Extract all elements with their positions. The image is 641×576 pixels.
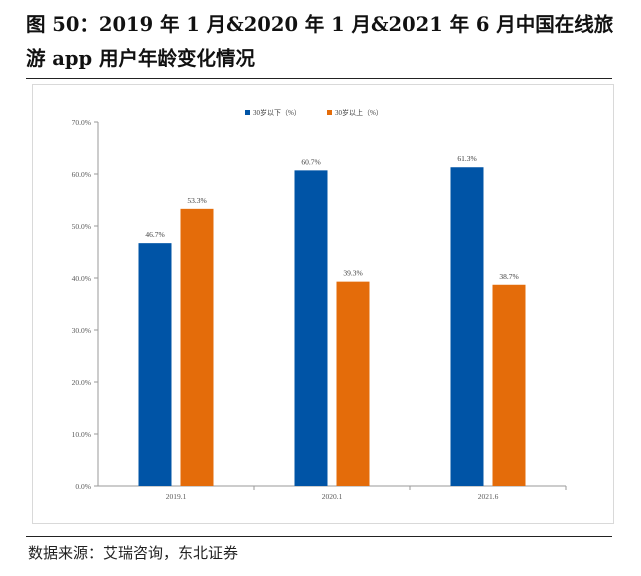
bar-chart: 0.0% 10.0% 20.0% 30.0% 40.0% 50.0% 60.0% 70.0% 2…: [72, 108, 567, 501]
x-tick-label: 2019.1: [166, 492, 187, 501]
data-label: 46.7%: [145, 230, 164, 239]
title-divider: [26, 78, 612, 79]
y-tick-label: 40.0%: [72, 274, 91, 283]
data-labels: 46.7% 53.3% 60.7% 39.3% 61.3% 38.7%: [145, 154, 518, 281]
source-note: 数据来源：艾瑞咨询，东北证券: [28, 544, 239, 562]
data-label: 60.7%: [301, 157, 320, 166]
data-label: 38.7%: [499, 272, 518, 281]
legend: 30岁以下（%） 30岁以上（%）: [245, 108, 383, 117]
chart-frame: [32, 84, 614, 524]
bar: [138, 243, 172, 486]
source-divider: [26, 536, 612, 537]
y-tick-label: 30.0%: [72, 326, 91, 335]
bars: [138, 167, 526, 487]
bar: [450, 167, 484, 486]
bar: [492, 284, 526, 486]
bar: [336, 281, 370, 486]
x-tick-label: 2020.1: [322, 492, 343, 501]
y-tick-label: 20.0%: [72, 378, 91, 387]
y-tick-label: 0.0%: [75, 482, 91, 491]
bar: [294, 170, 328, 487]
data-label: 39.3%: [343, 269, 362, 278]
data-label: 61.3%: [457, 154, 476, 163]
y-tick-label: 50.0%: [72, 222, 91, 231]
legend-swatch: [327, 110, 332, 115]
data-label: 53.3%: [187, 196, 206, 205]
legend-label: 30岁以上（%）: [335, 108, 383, 117]
y-tick-label: 10.0%: [72, 430, 91, 439]
y-tick-label: 70.0%: [72, 118, 91, 127]
legend-label: 30岁以下（%）: [253, 108, 301, 117]
bar: [180, 208, 214, 486]
axes: 0.0% 10.0% 20.0% 30.0% 40.0% 50.0% 60.0% 70.0% 2…: [72, 118, 567, 501]
legend-swatch: [245, 110, 250, 115]
figure-title: 图 50：2019 年 1 月&2020 年 1 月&2021 年 6 月中国在…: [26, 13, 614, 70]
y-tick-label: 60.0%: [72, 170, 91, 179]
x-tick-label: 2021.6: [478, 492, 499, 501]
